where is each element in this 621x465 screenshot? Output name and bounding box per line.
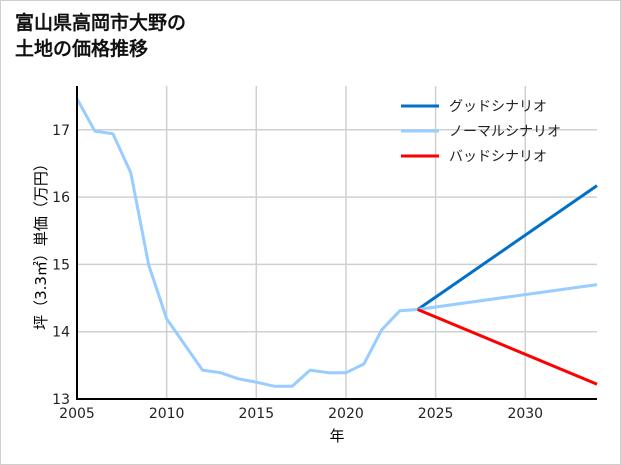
legend-label-1: ノーマルシナリオ <box>449 124 561 140</box>
x-tick-label: 2005 <box>59 406 95 422</box>
scenario-line-0 <box>416 184 598 311</box>
y-tick-label: 17 <box>52 123 70 139</box>
chart-title-line-1: 富山県高岡市大野の <box>15 12 187 34</box>
y-tick-label: 13 <box>52 392 70 408</box>
x-tick-label: 2020 <box>328 406 364 422</box>
scenario-line-2 <box>417 308 598 386</box>
y-axis-label: 坪（3.3㎡）単価（万円） <box>32 156 50 330</box>
legend-label-2: バッドシナリオ <box>449 149 547 165</box>
chart-title-line-2: 土地の価格推移 <box>15 38 149 60</box>
y-tick-label: 16 <box>52 190 70 206</box>
x-tick-label: 2015 <box>238 406 274 422</box>
x-axis-label: 年 <box>329 427 344 445</box>
historical-price-line <box>75 98 418 388</box>
scenario-line-1 <box>417 283 598 311</box>
y-tick-label: 15 <box>52 257 70 273</box>
x-tick-label: 2030 <box>507 406 543 422</box>
x-tick-label: 2025 <box>418 406 454 422</box>
x-tick-label: 2010 <box>149 406 185 422</box>
legend-label-0: グッドシナリオ <box>449 99 547 115</box>
y-tick-label: 14 <box>52 325 70 341</box>
